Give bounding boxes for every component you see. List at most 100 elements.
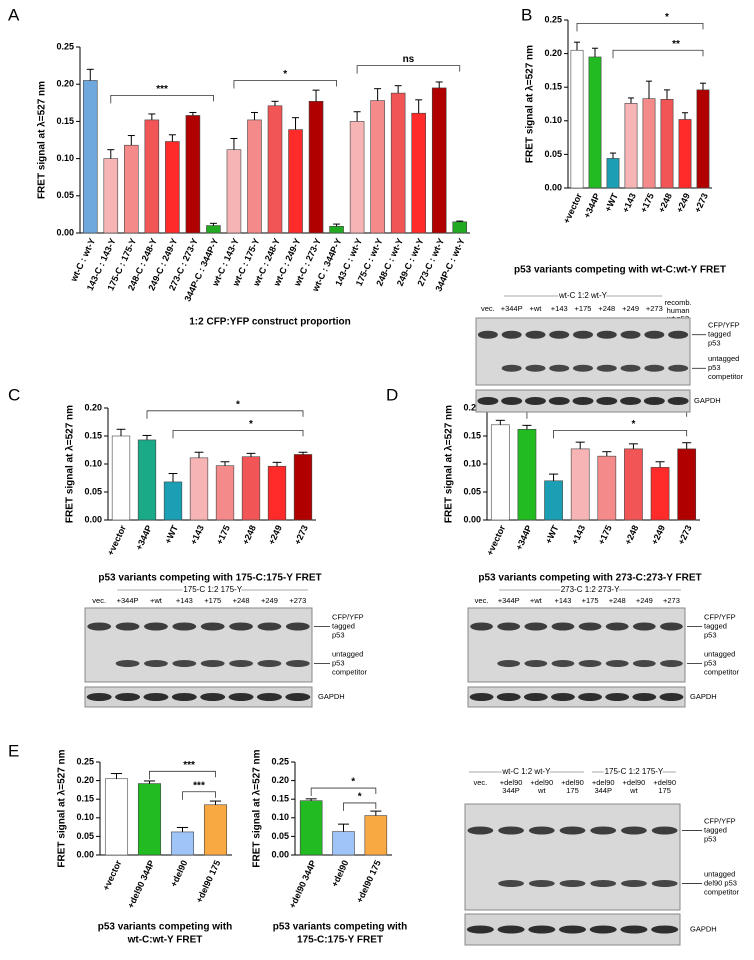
bar — [308, 101, 324, 234]
blot-label: competitor — [708, 372, 744, 381]
bracket — [146, 410, 304, 419]
blot — [475, 317, 691, 386]
blot-label: untagged — [332, 649, 363, 658]
lane-label: wt — [537, 786, 546, 795]
band — [523, 693, 548, 701]
significance: *** — [156, 84, 168, 95]
lane-label: human — [667, 306, 690, 315]
x-tick-label: +248 — [656, 192, 674, 215]
x-tick-label: +vector — [561, 191, 584, 225]
bar — [517, 428, 537, 521]
band — [200, 660, 225, 667]
blot-label: competitor — [704, 667, 740, 676]
bar — [267, 465, 287, 521]
bracket — [182, 791, 216, 800]
significance: * — [631, 419, 635, 430]
blot-label: p53 — [332, 658, 345, 667]
band — [477, 330, 498, 339]
x-tick-label: +273 — [676, 524, 694, 547]
lane-label: +143 — [551, 304, 568, 313]
blot-label: GAPDH — [694, 396, 721, 405]
lane-label: +344P — [498, 596, 520, 605]
bar — [226, 149, 242, 234]
lane-label: +344P — [117, 596, 139, 605]
bar — [299, 800, 323, 856]
band — [620, 364, 641, 372]
band — [144, 660, 168, 667]
bracket — [553, 429, 688, 439]
y-tick-label: 0.05 — [76, 831, 94, 841]
bar — [124, 144, 139, 234]
blot-label: p53 — [704, 658, 717, 667]
band — [621, 826, 647, 835]
band — [643, 397, 665, 405]
x-tick-label: +344P — [582, 192, 602, 220]
bar — [411, 112, 426, 234]
lane-label: +del90 — [530, 778, 553, 787]
bar — [452, 221, 468, 234]
band — [172, 622, 197, 631]
blot-label: tagged — [704, 621, 727, 630]
x-tick-label: +143 — [570, 524, 588, 547]
band — [605, 622, 629, 631]
blot-label: p53 — [332, 630, 345, 639]
band — [501, 330, 522, 339]
y-tick-label: 0.20 — [544, 48, 562, 58]
blot-header: wt-C 1:2 wt-Y — [558, 291, 608, 300]
band — [573, 330, 593, 339]
x-tick-label: +249 — [266, 524, 284, 547]
band — [285, 660, 310, 667]
x-tick-label: +WT — [603, 191, 620, 213]
band — [115, 693, 141, 701]
x-tick-label: +344P — [134, 524, 154, 552]
y-axis-label: FRET signal at λ=527 nm — [57, 749, 68, 867]
band — [496, 693, 521, 701]
blot-label: CFP/YFP — [332, 612, 364, 621]
lane-label: wt — [629, 786, 638, 795]
y-tick-label: 0.25 — [56, 41, 74, 51]
band — [501, 364, 522, 372]
band — [501, 397, 523, 405]
subtitle: p53 variants competing with 273-C:273-Y … — [478, 573, 701, 584]
band — [620, 925, 648, 934]
bar — [431, 87, 447, 234]
subtitle: p53 variants competing with — [273, 922, 407, 933]
gapdh-blot — [84, 686, 313, 708]
x-tick-label: +344P — [514, 524, 534, 552]
band — [578, 660, 602, 667]
lane-label: 344P — [594, 786, 612, 795]
blot — [464, 803, 681, 911]
blot-header: 175-C 1:2 175-Y — [605, 767, 664, 776]
band — [651, 826, 678, 835]
band — [229, 660, 253, 667]
lane-label: +175 — [575, 304, 592, 313]
band — [172, 660, 197, 667]
y-tick-label: 0.00 — [544, 182, 562, 192]
lane-label: 175 — [566, 786, 579, 795]
lane-label: +273 — [289, 596, 306, 605]
bar — [329, 226, 344, 234]
lane-label: +249 — [636, 596, 653, 605]
y-tick-label: 0.10 — [56, 153, 74, 163]
x-tick-label: +del90 175 — [354, 859, 382, 905]
blot — [467, 607, 686, 683]
band — [667, 397, 689, 405]
band — [559, 880, 586, 887]
band — [549, 330, 570, 339]
band — [551, 622, 575, 631]
bar — [103, 158, 119, 234]
lane-label: +143 — [554, 596, 571, 605]
x-tick-label: +249 — [649, 524, 667, 547]
y-tick-label: 0.20 — [463, 402, 481, 412]
band — [605, 693, 630, 701]
blot-label: untagged — [704, 649, 735, 658]
panel-letter: C — [8, 385, 20, 404]
x-tick-label: +248 — [240, 524, 258, 547]
lane-label: +248 — [609, 596, 626, 605]
band — [590, 826, 617, 835]
band — [470, 622, 493, 631]
bar — [165, 141, 180, 234]
band — [660, 622, 683, 631]
lane-label: +del90 — [623, 778, 646, 787]
